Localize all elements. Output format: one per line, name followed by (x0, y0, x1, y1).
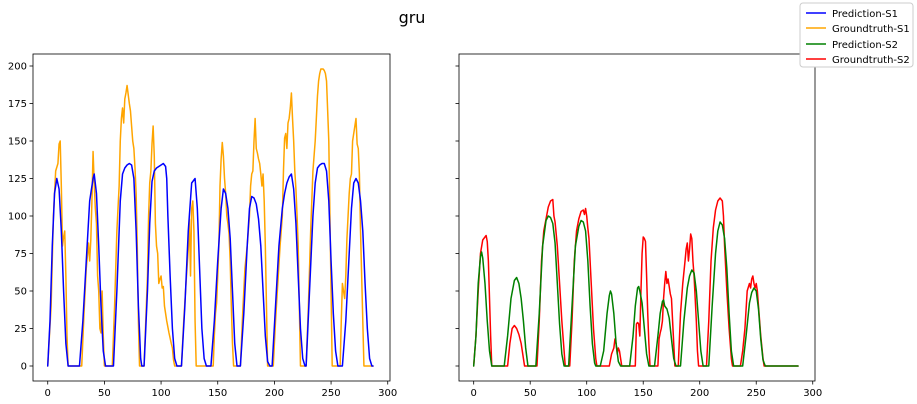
legend-label: Prediction-S2 (832, 40, 898, 51)
right-axes-frame (458, 53, 816, 382)
left-tick-layer: 0 50 100 150 200 250 300 0 25 50 75 100 125 150 175 200 (8, 62, 397, 400)
y-tick-label: 150 (8, 137, 27, 148)
x-tick-label: 100 (152, 388, 171, 399)
left-plot-panel: 0 50 100 150 200 250 300 0 25 50 75 100 125 150 175 200 (8, 53, 397, 400)
x-tick-label: 200 (265, 388, 284, 399)
legend-item: Groundtruth-S1 (806, 24, 910, 35)
x-tick-label: 150 (208, 388, 227, 399)
x-tick-label: 0 (45, 388, 51, 399)
left-series-layer (46, 68, 374, 367)
y-tick-label: 200 (8, 62, 27, 73)
legend-box (799, 2, 914, 68)
legend-label: Groundtruth-S1 (832, 24, 910, 35)
x-tick-label: 50 (98, 388, 111, 399)
x-tick-label: 150 (634, 388, 653, 399)
x-tick-label: 50 (524, 388, 537, 399)
legend-item: Groundtruth-S2 (806, 55, 910, 66)
x-tick-label: 300 (378, 388, 397, 399)
y-tick-label: 125 (8, 174, 27, 185)
series-line-groundtruth-s2 (472, 197, 799, 367)
legend: Prediction-S1 Groundtruth-S1 Prediction-… (799, 2, 914, 68)
y-tick-label: 25 (14, 324, 27, 335)
series-line-groundtruth-s1 (46, 68, 374, 367)
series-line-prediction-s2 (472, 215, 799, 367)
x-tick-label: 250 (322, 388, 341, 399)
y-tick-label: 0 (21, 362, 27, 373)
x-tick-label: 250 (747, 388, 766, 399)
x-tick-label: 0 (471, 388, 477, 399)
y-tick-label: 50 (14, 287, 27, 298)
y-tick-label: 100 (8, 212, 27, 223)
x-tick-label: 100 (577, 388, 596, 399)
figure-title: gru (399, 8, 426, 27)
y-tick-label: 175 (8, 99, 27, 110)
x-tick-label: 300 (803, 388, 822, 399)
right-plot-panel: 0 50 100 150 200 250 300 (455, 53, 822, 399)
right-tick-layer: 0 50 100 150 200 250 300 (455, 65, 822, 399)
legend-item: Prediction-S2 (806, 40, 898, 51)
legend-item: Prediction-S1 (806, 9, 898, 20)
legend-label: Prediction-S1 (832, 9, 898, 20)
y-tick-label: 75 (14, 249, 27, 260)
left-axes-frame (32, 53, 391, 382)
legend-label: Groundtruth-S2 (832, 55, 910, 66)
series-line-prediction-s1 (46, 162, 374, 367)
right-series-layer (472, 197, 799, 367)
x-tick-label: 200 (690, 388, 709, 399)
